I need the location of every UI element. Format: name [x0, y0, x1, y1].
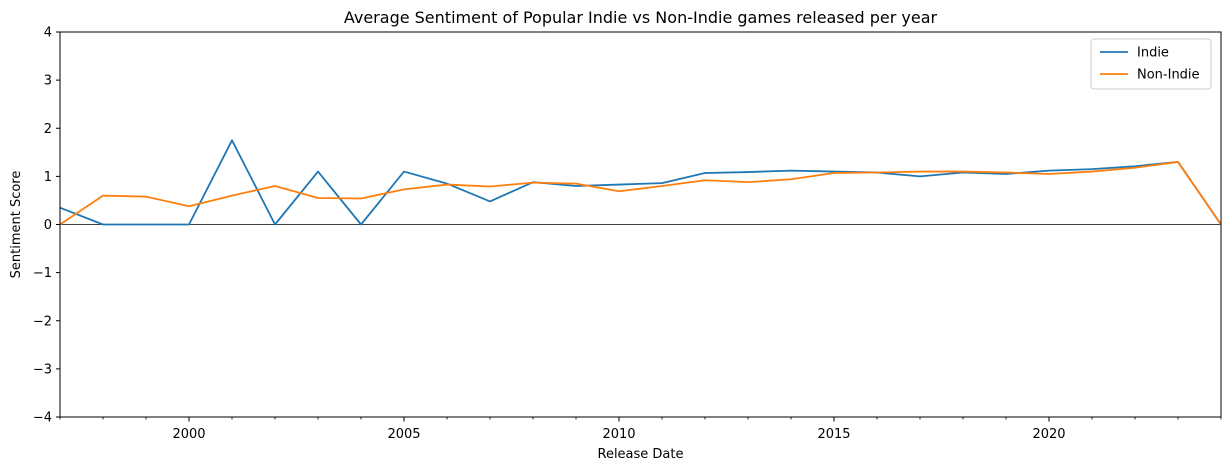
legend-label-indie: Indie [1137, 46, 1169, 61]
y-tick-label: −4 [33, 411, 52, 426]
legend-label-non-indie: Non-Indie [1137, 68, 1200, 83]
x-tick-label: 2005 [387, 427, 420, 442]
x-tick-label: 2010 [602, 427, 635, 442]
chart-title: Average Sentiment of Popular Indie vs No… [344, 8, 938, 27]
y-tick-label: 1 [44, 170, 52, 185]
x-tick-label: 2000 [172, 427, 205, 442]
series-line-indie [59, 139, 1222, 226]
legend: Indie Non-Indie [1090, 38, 1212, 90]
y-tick-label: 4 [44, 26, 52, 41]
y-tick-label: −2 [33, 314, 52, 329]
y-tick-label: 0 [44, 218, 52, 233]
y-tick-label: 2 [44, 122, 52, 137]
y-tick-label: −1 [33, 266, 52, 281]
y-axis-label: Sentiment Score [9, 171, 24, 279]
x-tick-label: 2015 [817, 427, 850, 442]
x-axis-label: Release Date [598, 447, 684, 462]
series-line-non-indie [59, 161, 1222, 226]
axes: −4 −3 −2 −1 0 1 2 3 4 2000 2005 2010 2015 2020 [33, 26, 1222, 442]
y-tick-label: 3 [44, 74, 52, 89]
x-tick-label: 2020 [1032, 427, 1065, 442]
y-tick-label: −3 [33, 362, 52, 377]
plot-area [59, 139, 1222, 226]
